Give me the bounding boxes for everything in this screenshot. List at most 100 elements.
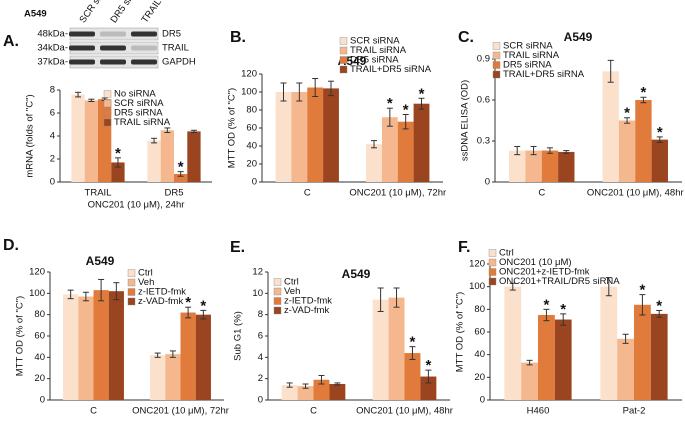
significance-mark: * [657,124,663,141]
bar [174,173,188,182]
y-tick-label: 8 [50,85,55,96]
y-tick-label: 80 [246,105,257,116]
error-bar [280,82,287,102]
y-tick-label: 20 [246,159,257,170]
error-bar [543,308,550,322]
error-bar [409,346,416,360]
y-tick-label: 0 [485,177,490,188]
significance-mark: * [185,294,191,311]
y-tick-label: 40 [246,141,257,152]
blot-band [69,59,95,65]
legend-swatch [488,277,497,286]
legend-swatch [488,258,497,267]
x-tick-label: Pat-2 [623,406,646,417]
legend-swatch [339,56,348,64]
legend-label: TRAIL siRNA [350,45,407,56]
bar [147,140,161,182]
y-tick-label: 0 [258,395,263,406]
bar [78,296,94,400]
legend-swatch [103,99,112,108]
blot-band [100,31,126,37]
bar [165,354,181,400]
blot-band [100,59,126,65]
error-bar [370,140,377,149]
legend-swatch [339,37,348,45]
y-tick-label: 8 [258,309,263,320]
legend-label: SCR siRNA [350,36,400,47]
y-axis-label: Sub G1 (%) [233,311,244,361]
legend-swatch [273,278,282,286]
panel: C. A549 ssDNA ELISA (OD) 0 0.3 0.6 0.9 C ONC201 … [458,29,684,198]
y-tick-label: 6 [258,331,263,342]
legend-label: Ctrl [138,268,153,279]
legend-label: TRAIL siRNA [503,50,560,61]
legend-label: DR5 siRNA [350,55,399,66]
bar [84,100,98,182]
blot-band [131,59,157,65]
y-tick-label: 0 [50,177,55,188]
y-tick-label: 20 [34,373,45,384]
error-bar [98,278,105,302]
legend-swatch [103,90,112,98]
panel-letter: B. [230,29,246,46]
significance-mark: * [425,357,431,374]
error-bar [418,97,425,110]
bar [63,294,79,400]
bar [635,100,652,182]
y-axis-label: ssDNA ELISA (OD) [460,80,471,161]
bar [108,291,124,400]
blot-band [69,45,95,51]
error-bar [312,78,319,97]
bar [634,304,651,400]
legend-label: TRAIL siRNA [114,117,171,128]
blot-band [131,31,157,37]
cell-line: A549 [24,9,47,20]
bar [187,131,201,182]
significance-mark: * [560,301,566,318]
error-bar [656,136,663,143]
y-tick-label: 60 [34,331,45,342]
marker-label: 37kDa- [37,57,68,68]
error-bar [190,129,197,134]
legend-label: z-VAD-fmk [138,296,183,307]
y-tick-label: 60 [474,327,485,338]
legend-label: z-IETD-fmk [138,287,186,298]
error-bar [639,294,646,316]
bar [650,313,668,400]
bar [281,385,298,400]
bar [538,315,555,400]
chart-title: A549 [564,30,593,44]
panel: D. A549 MTT OD (% of "C") 0 20 40 60 80 100 120 C O… [3,237,229,416]
bar [150,355,166,400]
bar [602,71,619,182]
error-bar [563,150,570,154]
significance-mark: * [115,145,121,162]
error-bar [164,127,171,134]
legend-label: Ctrl [499,248,514,259]
bar [111,162,125,182]
legend-swatch [273,297,282,305]
x-tick-label: ONC201 (10 μM), 48hr [356,406,453,417]
error-bar [377,287,384,312]
panel-letter: E. [230,239,245,256]
y-tick-label: 0 [252,177,257,188]
bar [420,376,437,400]
bar [195,314,211,400]
y-tick-label: 100 [29,288,45,299]
y-tick-label: 10 [252,288,263,299]
legend-swatch [492,61,501,69]
bar [617,338,634,400]
bar [291,92,308,182]
y-tick-label: 100 [469,281,485,292]
legend-swatch [492,51,501,60]
blot-band [131,45,157,51]
y-axis-label: mRNA (folds of "C") [25,94,36,177]
bar [372,299,389,400]
bar [160,130,174,182]
significance-mark: * [419,85,425,102]
significance-mark: * [639,282,645,299]
bar [366,144,382,182]
error-bar [530,145,537,156]
legend-label: TRAIL+DR5 siRNA [503,69,585,80]
bar [275,92,292,182]
